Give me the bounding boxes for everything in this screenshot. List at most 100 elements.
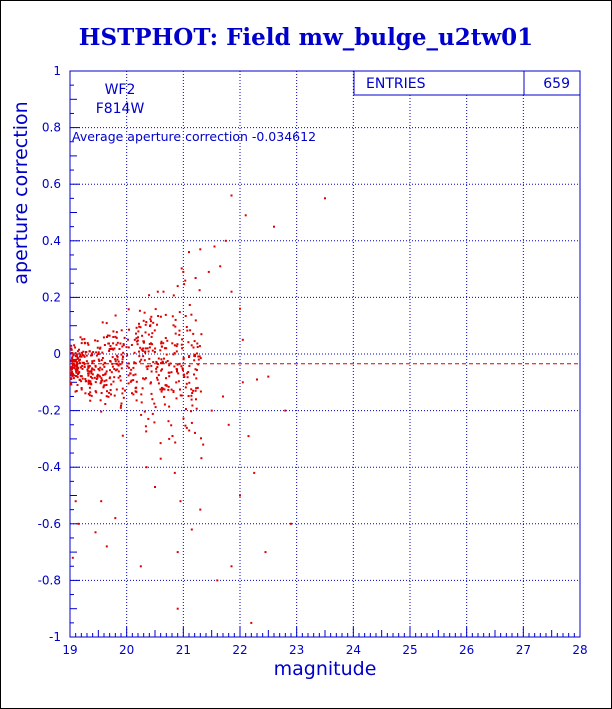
data-point — [117, 376, 120, 379]
data-point — [134, 362, 137, 365]
data-point — [121, 387, 124, 390]
data-point — [114, 517, 117, 520]
data-point — [137, 330, 140, 333]
data-point — [219, 265, 222, 268]
data-point — [181, 369, 184, 371]
data-point — [96, 373, 99, 376]
data-point — [79, 366, 82, 369]
data-point — [86, 368, 89, 371]
data-point — [77, 373, 79, 376]
data-point — [159, 388, 162, 391]
data-point — [178, 362, 181, 365]
data-point — [90, 394, 93, 397]
data-point — [76, 357, 79, 360]
data-point — [142, 319, 145, 322]
data-point — [199, 508, 202, 511]
data-point — [107, 395, 110, 398]
data-point — [121, 361, 124, 363]
data-point — [121, 345, 124, 348]
data-point — [284, 409, 287, 412]
data-point — [200, 437, 202, 440]
data-point — [183, 283, 186, 286]
data-point — [193, 373, 195, 376]
data-point — [163, 347, 166, 350]
data-point — [121, 358, 124, 361]
data-point — [75, 358, 78, 361]
data-point — [160, 340, 163, 343]
data-point — [96, 340, 99, 343]
data-point — [144, 323, 147, 326]
data-point — [140, 401, 143, 404]
data-point — [144, 377, 147, 380]
data-point — [111, 347, 114, 350]
data-point — [138, 360, 141, 363]
data-point — [133, 351, 136, 354]
data-point — [190, 528, 193, 531]
data-point — [181, 367, 184, 370]
data-point — [103, 362, 106, 364]
data-point — [145, 321, 148, 323]
data-point — [99, 346, 102, 349]
data-point — [184, 279, 187, 282]
data-point — [71, 358, 74, 361]
grid-lines — [70, 71, 580, 637]
data-point — [186, 376, 189, 379]
x-tick-label: 27 — [516, 643, 531, 657]
data-point — [144, 425, 147, 428]
data-point — [239, 494, 241, 497]
data-point — [87, 379, 90, 382]
data-point — [184, 386, 187, 389]
data-point — [169, 362, 172, 365]
data-point — [195, 398, 197, 401]
y-tick-label: 0.8 — [42, 121, 61, 135]
data-point — [139, 346, 142, 349]
data-point — [88, 365, 91, 367]
data-point — [77, 522, 80, 525]
data-point — [95, 354, 98, 357]
data-point — [165, 377, 167, 380]
data-point — [97, 353, 100, 355]
data-point — [109, 369, 111, 372]
data-point — [130, 344, 133, 346]
data-point — [230, 194, 233, 197]
data-point — [122, 355, 125, 358]
data-point — [140, 413, 143, 416]
data-point — [113, 368, 116, 370]
data-point — [97, 368, 100, 370]
data-point — [187, 371, 190, 373]
y-tick-label: 0.4 — [42, 234, 61, 248]
data-point — [154, 308, 157, 311]
data-point — [198, 289, 201, 292]
data-point — [90, 352, 93, 355]
data-point — [127, 346, 130, 349]
data-point — [85, 354, 88, 357]
data-point — [78, 371, 81, 374]
data-point — [196, 386, 199, 389]
data-point — [115, 388, 118, 391]
data-point — [126, 354, 129, 357]
data-point — [87, 382, 90, 385]
data-point — [150, 370, 153, 373]
data-point — [110, 383, 113, 386]
y-tick-label: -0.4 — [38, 460, 61, 474]
data-point — [176, 343, 179, 346]
data-point — [141, 387, 144, 390]
data-point — [173, 471, 176, 474]
data-point — [190, 398, 193, 401]
data-point — [183, 376, 186, 378]
data-point — [160, 358, 163, 361]
data-point — [81, 377, 84, 380]
data-point — [244, 214, 247, 217]
data-point — [142, 341, 145, 344]
data-point — [267, 375, 270, 378]
data-point — [187, 395, 190, 397]
data-point — [87, 372, 90, 375]
data-point — [142, 355, 145, 358]
data-point — [149, 382, 152, 385]
data-point — [88, 350, 91, 353]
data-point — [103, 373, 106, 376]
data-point — [150, 320, 152, 323]
data-point — [91, 373, 94, 376]
data-point — [194, 389, 197, 392]
data-point — [179, 500, 182, 503]
